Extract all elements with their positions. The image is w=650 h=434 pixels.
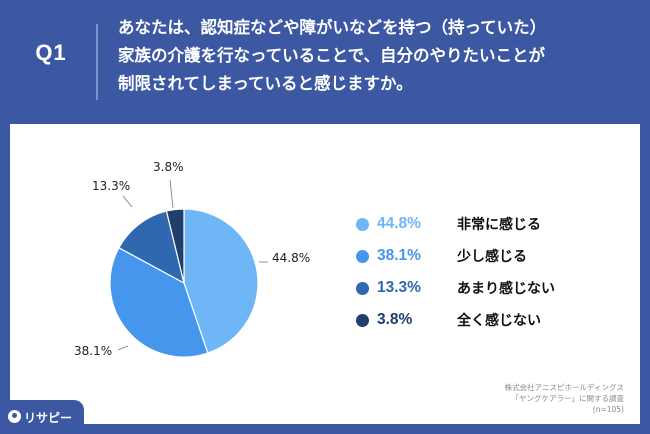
- brand-logo-icon: [8, 410, 21, 423]
- legend-item: 13.3% あまり感じない: [356, 272, 596, 304]
- legend-value: 38.1%: [377, 247, 421, 264]
- slice-value-label: 44.8%: [272, 251, 310, 265]
- legend-swatch: [356, 249, 369, 263]
- legend-swatch: [356, 313, 369, 327]
- question-line: あなたは、認知症などや障がいなどを持つ（持っていた）: [118, 18, 547, 37]
- header-divider: [96, 24, 98, 100]
- legend-value: 3.8%: [377, 311, 413, 328]
- legend-label: 全く感じない: [457, 313, 541, 329]
- question-line: 家族の介護を行なっていることで、自分のやりたいことが: [118, 46, 546, 65]
- brand-tab: リサピー: [0, 400, 84, 434]
- legend: 44.8% 非常に感じる 38.1% 少し感じる 13.3% あまり感じない 3…: [356, 208, 596, 336]
- source-line: (n=105): [592, 405, 624, 414]
- legend-label: あまり感じない: [457, 281, 555, 297]
- legend-swatch: [356, 217, 369, 231]
- legend-value: 13.3%: [377, 279, 421, 296]
- slice-value-label: 38.1%: [74, 344, 112, 358]
- question-number: Q1: [35, 40, 67, 65]
- pie-slice: [118, 210, 185, 285]
- pie-slice: [183, 208, 259, 354]
- legend-value: 44.8%: [377, 215, 421, 232]
- legend-swatch: [356, 281, 369, 295]
- legend-item: 3.8% 全く感じない: [356, 304, 596, 336]
- pie-chart: 44.8% 38.1% 13.3% 3.8%: [74, 160, 310, 358]
- brand-name: リサピー: [24, 411, 73, 425]
- leader-line: [122, 195, 133, 208]
- source-line: 株式会社アニスピホールディングス: [504, 383, 624, 392]
- legend-item: 44.8% 非常に感じる: [356, 208, 596, 240]
- legend-item: 38.1% 少し感じる: [356, 240, 596, 272]
- source-line: 「ヤングケアラー」に関する調査: [511, 394, 625, 403]
- leader-line: [117, 345, 129, 351]
- question-line: 制限されてしまっていると感じますか。: [118, 74, 413, 93]
- source-note: 株式会社アニスピホールディングス 「ヤングケアラー」に関する調査 (n=105): [424, 382, 624, 415]
- question-header: Q1 あなたは、認知症などや障がいなどを持つ（持っていた） 家族の介護を行なって…: [0, 0, 650, 118]
- question-text: あなたは、認知症などや障がいなどを持つ（持っていた） 家族の介護を行なっているこ…: [118, 14, 638, 98]
- legend-label: 非常に感じる: [457, 217, 541, 233]
- legend-label: 少し感じる: [457, 249, 527, 265]
- pie-slice: [165, 208, 185, 284]
- chart-panel: 44.8% 38.1% 13.3% 3.8% 44.8% 非常に感じる 38.1% 少…: [10, 124, 640, 424]
- slice-value-label: 13.3%: [92, 179, 130, 193]
- pie-slice: [109, 246, 209, 358]
- leader-line: [169, 179, 174, 209]
- slice-value-label: 3.8%: [153, 160, 184, 174]
